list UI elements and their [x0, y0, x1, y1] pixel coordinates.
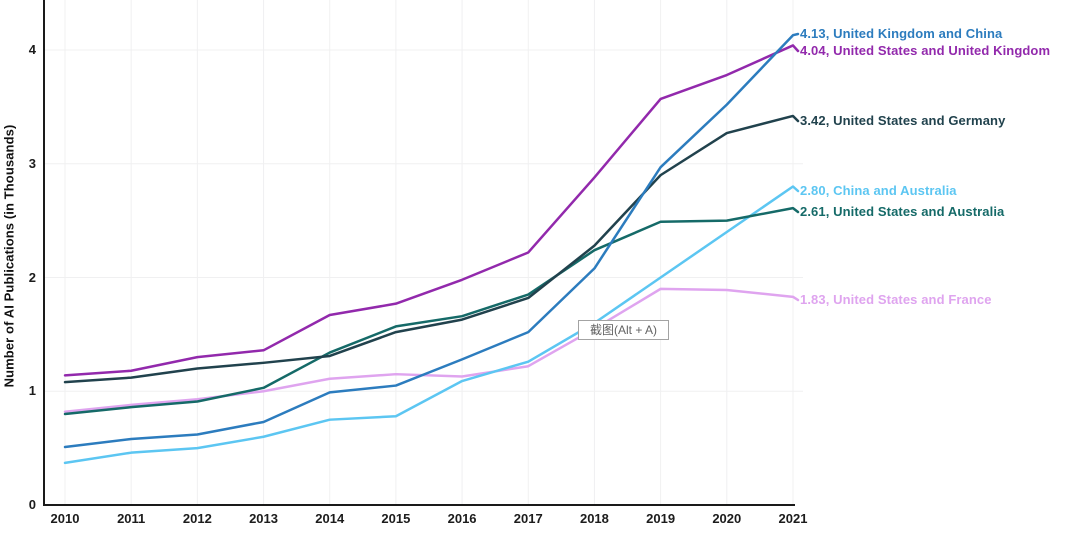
series-label-china-australia: 2.80, China and Australia [800, 183, 957, 198]
x-tick-label: 2021 [778, 511, 808, 526]
y-tick-label: 4 [28, 42, 36, 57]
x-tick-label: 2014 [315, 511, 345, 526]
x-tick-label: 2011 [117, 511, 146, 526]
line-united-states-and-germany [63, 114, 800, 384]
line-united-states-and-australia [63, 206, 800, 416]
series-label-uk-china: 4.13, United Kingdom and China [800, 26, 1003, 41]
line-united-states-and-france [63, 287, 800, 413]
series-label-us-uk: 4.04, United States and United Kingdom [800, 43, 1051, 58]
x-tick-label: 2015 [381, 511, 411, 526]
y-tick-label: 2 [28, 269, 36, 285]
x-tick-label: 2020 [712, 511, 742, 526]
screenshot-shortcut-tooltip: 截图(Alt + A) [578, 320, 669, 340]
x-tick-label: 2019 [646, 511, 676, 526]
x-tick-label: 2016 [447, 511, 477, 526]
series-label-us-australia: 2.61, United States and Australia [800, 204, 1005, 219]
line-united-kingdom-and-china [63, 32, 800, 449]
x-tick-label: 2010 [50, 511, 80, 526]
x-tick-label: 2018 [579, 511, 609, 526]
x-tick-label: 2012 [182, 511, 212, 526]
line-united-states-and-united-kingdom [63, 44, 800, 377]
y-tick-label: 0 [28, 497, 36, 512]
line-china-and-australia [63, 185, 800, 465]
x-tick-label: 2017 [513, 511, 543, 526]
y-tick-label: 1 [28, 383, 36, 399]
series-label-us-germany: 3.42, United States and Germany [800, 113, 1006, 128]
series-label-us-france: 1.83, United States and France [800, 292, 992, 307]
y-tick-label: 3 [28, 155, 36, 171]
x-tick-label: 2013 [249, 511, 278, 526]
